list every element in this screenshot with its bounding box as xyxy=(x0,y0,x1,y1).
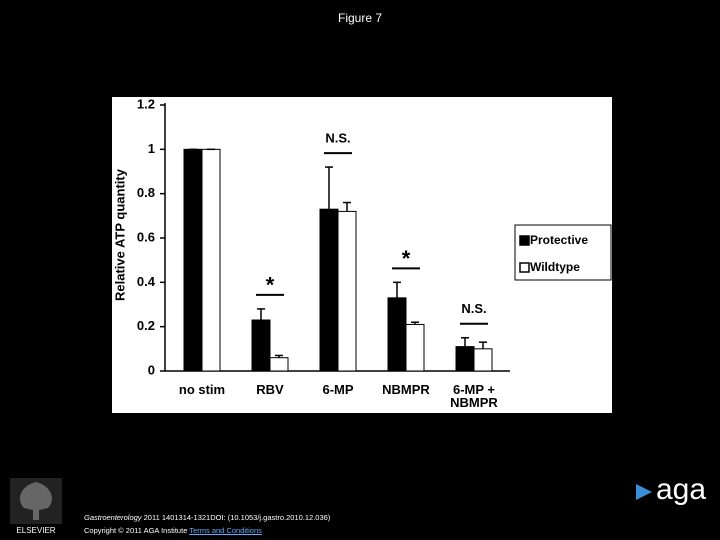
annotation: N.S. xyxy=(461,301,486,316)
copyright-line: Copyright © 2011 AGA Institute Terms and… xyxy=(84,526,262,535)
x-tick-label: RBV xyxy=(256,382,284,397)
aga-logo: aga xyxy=(656,473,706,506)
citation-text: 2011 1401314-1321DOI: (10.1053/j.gastro.… xyxy=(143,513,331,522)
bar xyxy=(201,148,221,372)
publisher: ELSEVIER xyxy=(16,526,55,535)
aga-arrow xyxy=(636,484,652,500)
annotation: * xyxy=(266,273,275,298)
bar xyxy=(387,297,407,372)
x-tick-label: 6-MP xyxy=(322,382,354,397)
bar xyxy=(337,210,357,372)
y-tick-label: 0.2 xyxy=(137,318,155,333)
journal: Gastroenterology xyxy=(84,513,142,522)
bar xyxy=(251,319,271,372)
bar xyxy=(319,208,339,372)
elsevier-tree xyxy=(20,482,52,520)
x-tick-label: 6-MP + NBMPR xyxy=(450,382,498,410)
citation: Gastroenterology 2011 1401314-1321DOI: (… xyxy=(84,513,330,522)
y-axis-label: Relative ATP quantity xyxy=(112,168,127,301)
bar xyxy=(473,348,493,372)
x-tick-label: NBMPR xyxy=(382,382,430,397)
bar xyxy=(183,148,203,372)
legend xyxy=(514,224,612,281)
figure-title: Figure 7 xyxy=(338,11,382,25)
y-tick-label: 0.8 xyxy=(137,185,155,200)
legend-label: Protective xyxy=(530,233,588,247)
copyright: Copyright © 2011 AGA Institute xyxy=(84,526,188,535)
legend-swatch xyxy=(519,235,530,246)
y-tick-label: 0.6 xyxy=(137,229,155,244)
terms-link[interactable]: Terms and Conditions xyxy=(189,526,262,535)
y-tick-label: 1 xyxy=(148,141,155,156)
y-tick-label: 0.4 xyxy=(137,274,156,289)
annotation: N.S. xyxy=(325,131,350,146)
legend-label: Wildtype xyxy=(530,260,580,274)
annotation: * xyxy=(402,246,411,271)
bar xyxy=(269,357,289,372)
y-tick-label: 0 xyxy=(148,362,155,377)
legend-swatch xyxy=(519,262,530,273)
x-tick-label: no stim xyxy=(178,382,226,397)
bar xyxy=(405,323,425,372)
bar xyxy=(455,346,475,372)
y-tick-label: 1.2 xyxy=(137,96,155,111)
